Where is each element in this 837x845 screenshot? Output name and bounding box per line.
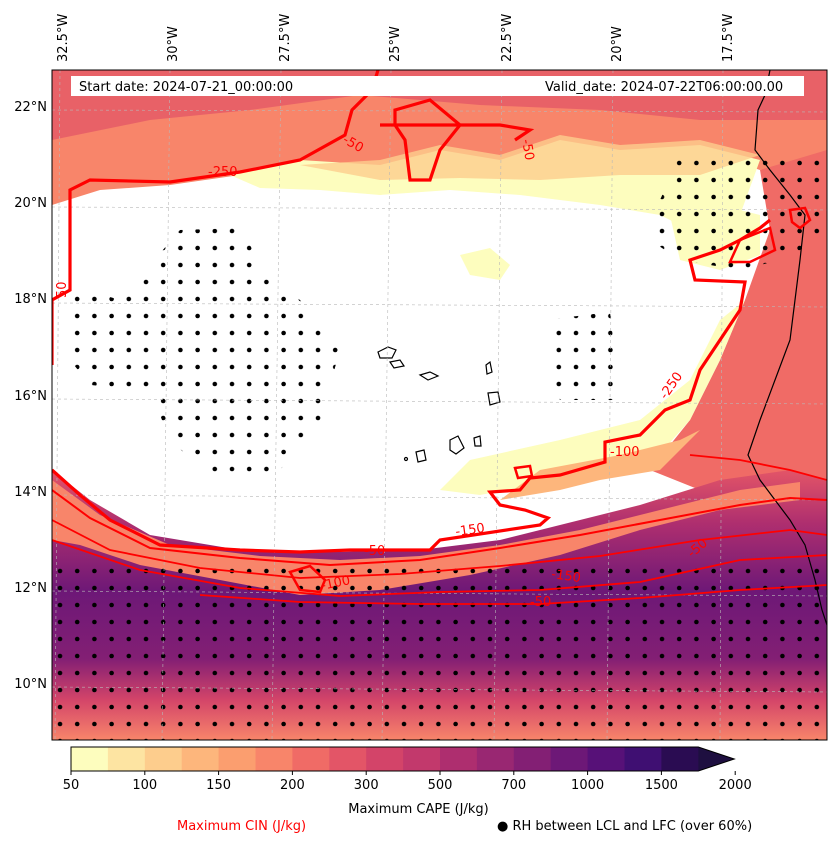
colorbar-swatch <box>181 747 220 771</box>
cin-label: -100 <box>320 573 352 594</box>
lat-label: 16°N <box>14 389 47 404</box>
colorbar-outline <box>70 746 736 772</box>
colorbar-tick-label: 300 <box>354 778 379 793</box>
colorbar-tick-label: 100 <box>132 778 157 793</box>
cin-label: -50 <box>530 595 551 610</box>
lon-label: 17.5°W <box>721 14 736 62</box>
cin-label: -50 <box>518 138 536 162</box>
colorbar-swatch <box>71 747 109 771</box>
cin-contour-inner4 <box>199 584 827 605</box>
colorbar-tick-label: 150 <box>206 778 231 793</box>
cape-verde-islands <box>377 346 501 463</box>
colorbar-extend-arrow <box>698 747 735 771</box>
colorbar-swatch <box>107 747 146 771</box>
gridlines <box>52 70 827 740</box>
africa-coastline <box>747 70 827 626</box>
map-panel: -250 -50 -50 50 -250 -100 -150 -50 -100 … <box>52 70 827 740</box>
colorbar-swatch <box>624 747 662 771</box>
colorbar-tick-label: 2000 <box>719 778 752 793</box>
lon-labels: 32.5°W 30°W 27.5°W 25°W 22.5°W 20°W 17.5… <box>56 14 736 62</box>
cin-label: -150 <box>550 567 581 586</box>
cape-north-fringe2 <box>300 135 760 180</box>
colorbar-tick-label: 700 <box>501 778 526 793</box>
colorbar-ticks: 50 100 150 200 300 500 700 1000 1500 2000 <box>63 771 752 793</box>
valid-date: Valid_date: 2024-07-22T06:00:00.00 <box>545 80 783 95</box>
colorbar-swatch <box>661 747 699 771</box>
colorbar-swatch <box>440 747 478 771</box>
colorbar-label: Maximum CAPE (J/kg) <box>348 802 489 817</box>
lon-label: 20°W <box>610 26 625 62</box>
colorbar-swatch <box>218 747 256 771</box>
lat-labels: 22°N 20°N 18°N 16°N 14°N 12°N 10°N <box>14 100 47 692</box>
colorbar-tick-label: 1500 <box>645 778 678 793</box>
cape-east-edge <box>440 300 745 495</box>
map-frame <box>51 69 828 741</box>
cape-patch-center <box>460 248 510 280</box>
legend-cin: Maximum CIN (J/kg) <box>177 819 307 834</box>
colorbar-swatch <box>587 747 625 771</box>
lon-label: 32.5°W <box>56 14 71 62</box>
colorbar-tick-label: 500 <box>428 778 453 793</box>
start-date: Start date: 2024-07-21_00:00:00 <box>79 80 293 95</box>
cin-contour-east <box>689 454 827 481</box>
colorbar-swatch <box>144 747 183 771</box>
legend-rh: ● RH between LCL and LFC (over 60%) <box>497 819 753 834</box>
cin-contours <box>52 70 827 605</box>
cin-contour-blob1 <box>288 564 327 594</box>
colorbar-swatch <box>292 747 330 771</box>
cin-label: -50 <box>364 544 385 559</box>
rh-stipple-mid <box>545 312 620 400</box>
colorbar-swatch <box>403 747 441 771</box>
lat-label: 18°N <box>14 292 47 307</box>
colorbar-tick-label: 200 <box>280 778 305 793</box>
cin-label: -100 <box>610 445 640 460</box>
colorbar-tick-label: 50 <box>63 778 80 793</box>
lon-label: 25°W <box>388 26 403 62</box>
cin-contour-ne <box>728 226 777 264</box>
cin-contour-inner2 <box>52 519 827 579</box>
lon-label: 27.5°W <box>278 14 293 62</box>
lon-label: 30°W <box>166 26 181 62</box>
cin-contour-ne2 <box>788 206 812 230</box>
cin-contour-inner1 <box>52 489 827 567</box>
cin-label: -250 <box>208 165 238 180</box>
cin-contour-labels: -250 -50 -50 50 -250 -100 -150 -50 -100 … <box>55 132 711 610</box>
lat-label: 20°N <box>14 196 47 211</box>
rh-stipple-west <box>70 228 340 485</box>
lat-label: 22°N <box>14 100 47 115</box>
colorbar-swatch <box>476 747 515 771</box>
colorbar-swatch <box>366 747 404 771</box>
cin-contour-main <box>52 70 771 554</box>
cin-contour-blob2 <box>513 464 534 480</box>
lat-label: 12°N <box>14 581 47 596</box>
colorbar-swatch <box>329 747 367 771</box>
colorbar <box>70 746 736 772</box>
colorbar-swatch <box>550 747 589 771</box>
lon-label: 22.5°W <box>500 14 515 62</box>
cin-label: 50 <box>55 281 70 298</box>
header-band <box>71 76 804 96</box>
colorbar-swatch <box>513 747 552 771</box>
rh-stipple-south <box>52 560 827 740</box>
cin-label: -150 <box>454 521 485 540</box>
colorbar-tick-label: 1000 <box>571 778 604 793</box>
lat-label: 10°N <box>14 677 47 692</box>
lat-label: 14°N <box>14 485 47 500</box>
cin-contour-inner3 <box>52 539 827 597</box>
colorbar-swatch <box>255 747 293 771</box>
